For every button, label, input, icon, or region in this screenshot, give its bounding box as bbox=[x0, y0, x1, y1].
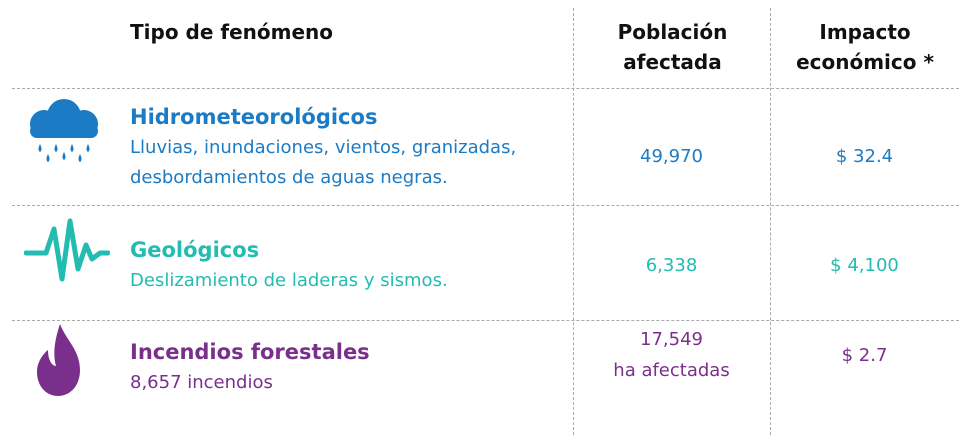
row-title: Hidrometeorológicos bbox=[130, 105, 378, 129]
row-title: Incendios forestales bbox=[130, 340, 370, 364]
population: 17,549 bbox=[640, 329, 703, 350]
rain-icon bbox=[30, 99, 98, 162]
row-description: Lluvias, inundaciones, vientos, granizad… bbox=[130, 137, 517, 188]
column-divider bbox=[573, 8, 574, 435]
row-description: 8,657 incendios bbox=[130, 372, 273, 393]
column-divider bbox=[770, 8, 771, 435]
row-description: Deslizamiento de laderas y sismos. bbox=[130, 270, 448, 291]
header: Impacto económico * bbox=[796, 20, 934, 74]
row-divider bbox=[12, 88, 959, 89]
row-divider bbox=[12, 320, 959, 321]
impact: $ 2.7 bbox=[841, 345, 888, 366]
population-note: ha afectadas bbox=[613, 360, 730, 381]
pulse-icon bbox=[24, 218, 110, 282]
row-title: Geológicos bbox=[130, 238, 260, 262]
impact: $ 32.4 bbox=[835, 146, 894, 167]
population: 6,338 bbox=[645, 255, 698, 276]
flame-icon bbox=[37, 324, 80, 396]
population: 49,970 bbox=[640, 146, 703, 167]
header: Tipo de fenómeno bbox=[130, 20, 333, 44]
row-divider bbox=[12, 205, 959, 206]
impact: $ 4,100 bbox=[830, 255, 899, 276]
header: Población afectada bbox=[617, 20, 728, 74]
